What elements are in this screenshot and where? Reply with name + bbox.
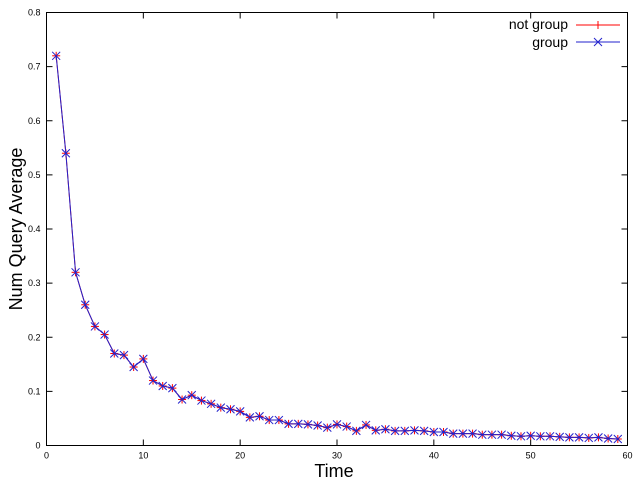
data-point-group: [468, 429, 477, 438]
x-tick-label: 50: [526, 451, 536, 461]
data-point-group: [129, 362, 139, 372]
data-point-group: [216, 403, 226, 412]
x-tick-label: 40: [429, 451, 439, 461]
y-axis-title: Num Query Average: [6, 148, 26, 311]
y-tick-label: 0.3: [28, 278, 41, 288]
x-tick-label: 60: [622, 451, 632, 461]
data-point-group: [80, 300, 90, 310]
data-point-group: [284, 419, 293, 429]
data-point-group: [274, 415, 284, 425]
series-line-group: [55, 55, 618, 440]
data-point-group: [264, 415, 274, 425]
y-tick-label: 0.1: [28, 386, 41, 396]
data-point-group: [381, 424, 390, 434]
data-point-group: [61, 148, 71, 158]
data-point-group: [206, 399, 216, 409]
y-tick-label: 0.8: [28, 8, 41, 18]
series-group: [51, 51, 623, 444]
data-point-group: [429, 427, 439, 437]
data-point-group: [352, 426, 361, 436]
x-tick-label: 30: [332, 451, 342, 461]
data-point-group: [342, 422, 352, 431]
data-point-group: [574, 433, 584, 442]
data-point-group: [148, 376, 158, 385]
data-point-group: [603, 434, 613, 443]
data-point-group: [526, 431, 536, 441]
x-tick-label: 10: [138, 451, 148, 461]
data-point-group: [584, 433, 594, 443]
data-point-group: [138, 354, 148, 364]
y-axis-ticks: 0 0.1 0.2 0.3 0.4 0.5 0.6 0.7 0.8: [28, 8, 628, 451]
data-point-group: [371, 425, 381, 435]
data-point-group: [361, 420, 371, 430]
data-point-group: [109, 349, 119, 358]
data-point-group: [400, 426, 410, 436]
y-tick-label: 0.7: [28, 62, 41, 72]
data-point-group: [565, 433, 574, 442]
data-point-group: [303, 420, 313, 429]
data-point-group: [594, 433, 603, 442]
data-point-group: [506, 431, 516, 441]
plot-frame: [46, 12, 628, 446]
data-point-group: [390, 426, 400, 436]
data-point-group: [90, 322, 100, 331]
data-point-group: [458, 429, 468, 438]
y-tick-label: 0.6: [28, 116, 41, 126]
series-layer: [51, 51, 623, 444]
data-point-group: [516, 431, 526, 441]
data-point-group: [119, 350, 129, 360]
legend-marker-not-group: [594, 21, 602, 29]
data-point-group: [226, 404, 235, 414]
data-point-group: [555, 432, 565, 442]
data-point-group: [187, 390, 197, 400]
data-point-group: [255, 411, 264, 421]
y-tick-label: 0: [35, 441, 40, 451]
data-point-group: [613, 434, 623, 444]
data-point-group: [245, 413, 255, 422]
data-point-group: [448, 429, 458, 438]
x-tick-label: 0: [44, 451, 49, 461]
data-point-group: [177, 395, 187, 404]
data-point-group: [235, 407, 245, 416]
y-tick-label: 0.2: [28, 332, 41, 342]
series-not-group: [52, 51, 622, 444]
series-line-not-group: [55, 55, 618, 440]
data-point-group: [535, 431, 545, 441]
data-point-group: [51, 51, 61, 61]
x-axis-ticks: 0 10 20 30 40 50 60: [44, 12, 633, 461]
y-tick-label: 0.5: [28, 170, 41, 180]
data-point-group: [410, 425, 419, 435]
data-point-group: [477, 430, 487, 440]
data-point-group: [439, 427, 448, 437]
legend-marker-group: [593, 37, 603, 47]
data-point-group: [332, 420, 342, 429]
legend: not group group: [509, 16, 620, 50]
x-tick-label: 20: [235, 451, 245, 461]
legend-label-group: group: [532, 34, 568, 50]
data-point-group: [545, 431, 555, 441]
x-axis-title: Time: [314, 461, 353, 480]
data-point-group: [313, 421, 322, 430]
data-point-group: [100, 330, 109, 339]
data-point-group: [497, 430, 506, 440]
data-point-group: [419, 426, 429, 436]
data-point-group: [168, 383, 177, 393]
data-point-group: [197, 396, 206, 405]
legend-label-not-group: not group: [509, 16, 568, 32]
data-point-group: [322, 423, 332, 432]
data-point-group: [71, 267, 80, 277]
data-point-group: [487, 430, 497, 440]
y-tick-label: 0.4: [28, 224, 41, 234]
data-point-group: [158, 381, 168, 391]
data-point-group: [293, 419, 303, 429]
